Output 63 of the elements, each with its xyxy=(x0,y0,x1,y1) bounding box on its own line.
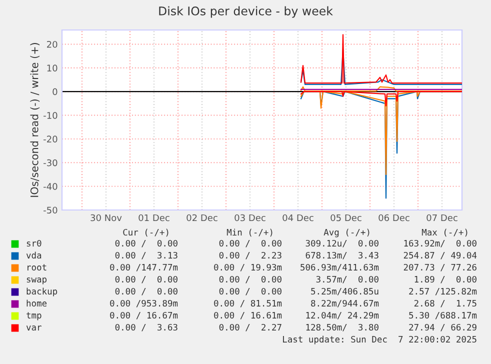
y-tick-label: -20 xyxy=(44,136,58,143)
text: 0.00 / 16.67m xyxy=(110,312,178,320)
text: Avg (-/+) xyxy=(324,228,370,238)
x-tick-label: 06 Dec xyxy=(378,214,410,222)
y-tick-label: 10 xyxy=(47,64,58,72)
text: 0.00 / 19.93m xyxy=(214,264,282,272)
y-tick-label: -40 xyxy=(44,183,58,190)
text: 2.68 / 1.75 xyxy=(414,300,476,308)
text: 8.22m/944.67m xyxy=(311,300,379,308)
text: 128.50m/ 3.80 xyxy=(306,324,378,332)
text: 506.93m/411.63m xyxy=(300,264,379,272)
text: 0.00 / 16.61m xyxy=(214,312,282,320)
text: 0.00 /147.77m xyxy=(110,264,178,272)
text: Min (-/+) xyxy=(226,228,272,237)
text: 678.13m/ 3.43 xyxy=(306,252,378,260)
text: Max (-/+) xyxy=(422,228,468,237)
y-tick-label: 0 xyxy=(52,88,58,96)
text: 0.00 / 0.00 xyxy=(115,288,178,296)
text: 0.00 / 81.51m xyxy=(214,300,282,308)
text: 0.00 / 0.00 xyxy=(115,276,178,284)
text: Last update: Sun Dec 7 22:00:02 2025 xyxy=(283,336,476,344)
text: 0.00 / 0.00 xyxy=(219,276,282,284)
text: 309.12u/ 0.00 xyxy=(306,240,378,248)
x-tick-label: 02 Dec xyxy=(186,214,218,222)
text: 27.94 / 66.29 xyxy=(409,324,476,332)
text: 0.00 / 0.00 xyxy=(115,240,178,248)
text: 0.00 / 0.00 xyxy=(219,288,282,296)
text: Cur (-/+) xyxy=(123,228,168,237)
text: 12.04m/ 24.29m xyxy=(306,312,379,320)
x-tick-label: 05 Dec xyxy=(330,214,362,222)
chart-title: Disk IOs per device - by week xyxy=(159,6,333,18)
legend-label: backup xyxy=(26,288,58,296)
x-tick-label: 01 Dec xyxy=(138,214,170,222)
legend-label: root xyxy=(28,264,46,271)
y-tick-label: -50 xyxy=(44,206,58,214)
text: 5.30 /688.17m xyxy=(409,312,477,320)
text: 5.25m/406.85u xyxy=(311,288,378,296)
text: 1.89 / 0.00 xyxy=(414,276,476,284)
text: 254.87 / 49.04 xyxy=(404,252,477,260)
text: 0.00 / 0.00 xyxy=(219,240,282,248)
legend-label: tmp xyxy=(26,312,42,320)
text: 207.73 / 77.26 xyxy=(404,264,476,272)
legend-label: home xyxy=(26,300,47,307)
y-tick-label: -30 xyxy=(44,159,58,166)
text: 0.00 / 3.13 xyxy=(115,252,178,260)
text: 0.00 / 2.27 xyxy=(219,324,282,332)
legend-label: sr0 xyxy=(26,240,42,247)
x-tick-label: 04 Dec xyxy=(282,214,314,222)
y-tick-label: -10 xyxy=(44,112,58,119)
x-tick-label: 07 Dec xyxy=(426,214,458,222)
legend-label: var xyxy=(26,326,42,331)
y-axis-title: IOs/second read (-) / write (+) xyxy=(30,42,40,197)
legend-label: swap xyxy=(26,278,47,284)
text: 0.00 / 2.23 xyxy=(219,252,282,260)
text: 0.00 /953.89m xyxy=(110,300,178,308)
text: 0.00 / 3.63 xyxy=(115,324,178,332)
y-tick-label: 20 xyxy=(47,40,58,48)
x-tick-label: 30 Nov xyxy=(90,214,122,222)
text: 3.57m/ 0.00 xyxy=(316,276,378,284)
x-tick-label: 03 Dec xyxy=(234,214,266,222)
text: 163.92m/ 0.00 xyxy=(404,240,476,248)
legend-label: vda xyxy=(26,252,42,259)
text: 2.57 /125.82m xyxy=(409,288,477,296)
